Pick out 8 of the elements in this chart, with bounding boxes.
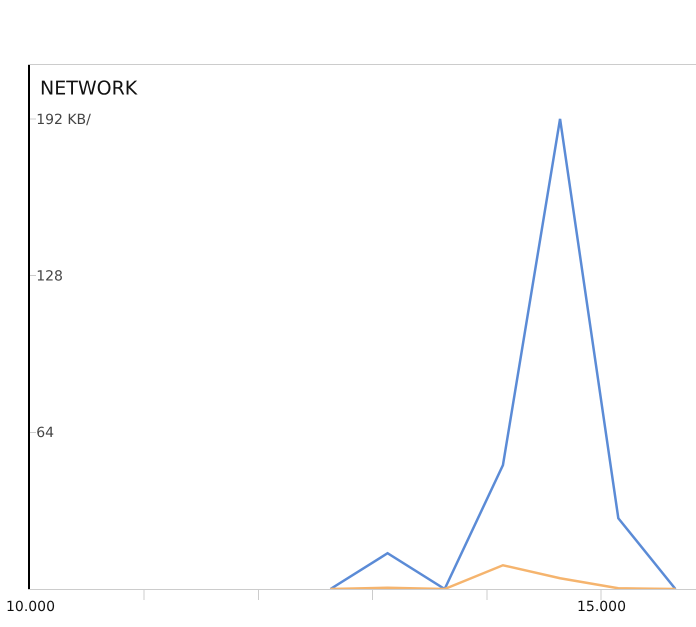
y-tick-label: 64 [36,425,54,442]
y-tick-label: 192 KB/ [36,112,92,128]
line-series [329,118,677,589]
y-tick-label: 128 [36,268,63,284]
text: NETWORK [40,78,138,100]
x-tick-label: 10.000 [6,599,55,615]
x-tick-label: 15.000 [577,599,626,615]
line-series [329,564,677,589]
